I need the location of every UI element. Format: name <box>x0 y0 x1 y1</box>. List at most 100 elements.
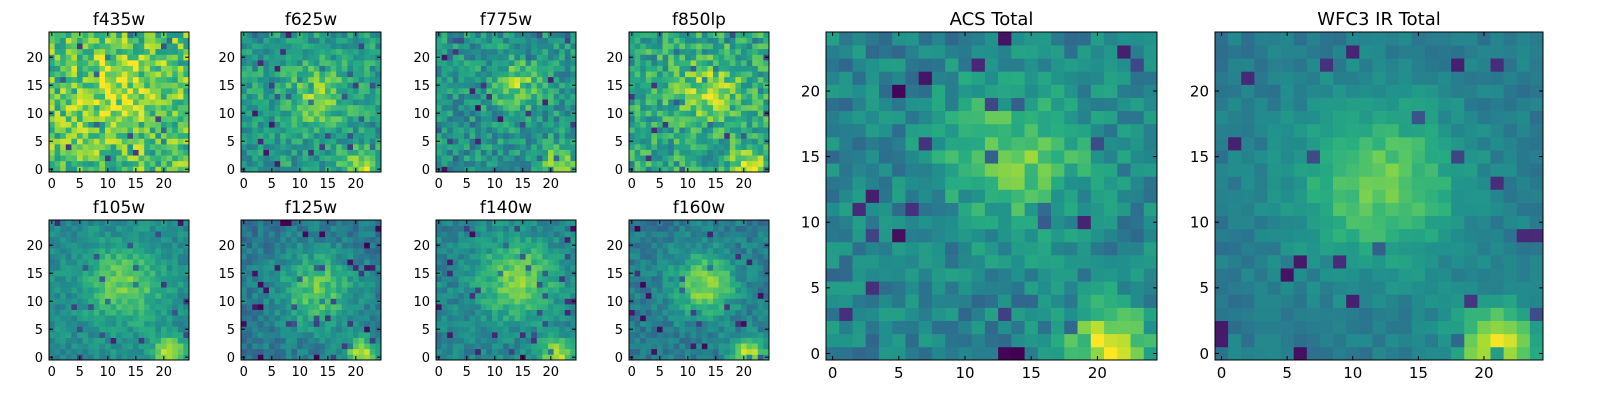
heatmap-cell <box>364 121 371 128</box>
heatmap-cell <box>634 326 641 333</box>
heatmap-cell <box>308 270 315 277</box>
heatmap-cell <box>548 76 554 83</box>
heatmap-cell <box>464 138 470 145</box>
heatmap-cell <box>121 343 128 350</box>
heatmap-cell <box>291 88 298 94</box>
heatmap-cell <box>718 60 725 66</box>
heatmap-cell <box>640 82 647 89</box>
heatmap-cell <box>685 132 691 139</box>
x-tick-label: 10 <box>292 365 309 380</box>
heatmap-cell <box>525 116 532 122</box>
heatmap-cell <box>724 43 731 50</box>
heatmap-cell <box>480 99 487 106</box>
heatmap-cell <box>49 287 55 294</box>
heatmap-cell <box>668 343 675 350</box>
heatmap-cell <box>347 54 354 61</box>
heatmap-cell <box>469 65 476 72</box>
heatmap-cell <box>49 93 55 100</box>
heatmap-cell <box>520 236 526 243</box>
heatmap-cell <box>480 60 487 66</box>
heatmap-cell <box>65 160 72 167</box>
heatmap-cell <box>121 82 128 89</box>
heatmap-cell <box>662 292 669 299</box>
heatmap-cell <box>161 253 167 260</box>
heatmap-cell <box>707 149 714 156</box>
heatmap-cell <box>353 76 359 83</box>
heatmap-cell <box>525 337 532 344</box>
heatmap-cell <box>525 32 532 38</box>
heatmap-cell <box>319 88 326 94</box>
heatmap-cell <box>746 281 753 288</box>
heatmap-cell <box>246 354 253 361</box>
heatmap-cell <box>634 37 641 44</box>
heatmap-cell <box>645 132 652 139</box>
heatmap-cell <box>564 110 571 117</box>
heatmap-cell <box>330 292 337 299</box>
heatmap-cell <box>353 144 359 150</box>
heatmap-cell <box>241 259 247 266</box>
heatmap-cell <box>161 76 167 83</box>
heatmap-cell <box>458 231 465 238</box>
heatmap-cell <box>93 276 100 282</box>
heatmap-cell <box>177 144 184 150</box>
heatmap-cell <box>564 287 571 294</box>
heatmap-cell <box>668 304 675 310</box>
heatmap-cell <box>82 264 89 271</box>
heatmap-cell <box>480 93 487 100</box>
heatmap-cell <box>452 292 459 299</box>
heatmap-cell <box>447 354 454 361</box>
heatmap-cell <box>634 348 641 355</box>
heatmap-cell <box>263 287 270 294</box>
heatmap-cell <box>257 144 264 150</box>
heatmap-cell <box>161 121 167 128</box>
heatmap-cell <box>341 54 348 61</box>
heatmap-cell <box>177 315 184 322</box>
heatmap-cell <box>447 65 454 72</box>
heatmap-cell <box>685 110 691 117</box>
heatmap-cell <box>241 65 247 72</box>
heatmap-cell <box>330 309 337 316</box>
heatmap-cell <box>531 253 538 260</box>
heatmap-cell <box>127 298 134 305</box>
heatmap-cell <box>718 127 725 134</box>
heatmap-cell <box>99 354 106 361</box>
heatmap-cell <box>155 270 162 277</box>
heatmap-cell <box>559 132 566 139</box>
heatmap-cell <box>166 160 173 167</box>
heatmap-cell <box>60 138 67 145</box>
heatmap-cell <box>93 337 100 344</box>
heatmap-cell <box>514 71 521 78</box>
heatmap-cell <box>651 65 658 72</box>
heatmap-cell <box>464 264 470 271</box>
heatmap-cell <box>651 93 658 100</box>
heatmap-cell <box>319 270 326 277</box>
heatmap-cell <box>291 144 298 150</box>
heatmap-cell <box>570 264 577 271</box>
heatmap-cell <box>570 93 577 100</box>
heatmap-cell <box>503 264 510 271</box>
heatmap-cell <box>464 37 470 44</box>
heatmap-cell <box>149 166 156 173</box>
heatmap-cell <box>375 253 382 260</box>
heatmap-cell <box>54 116 61 122</box>
heatmap-cell <box>144 99 151 106</box>
heatmap-cell <box>330 276 337 282</box>
heatmap-cell <box>77 160 83 167</box>
heatmap-cell <box>49 348 55 355</box>
heatmap-cell <box>60 326 67 333</box>
heatmap-cell <box>82 43 89 50</box>
heatmap-cell <box>469 104 476 111</box>
heatmap-cell <box>358 225 365 232</box>
heatmap-cell <box>553 298 560 305</box>
heatmap-cell <box>60 60 67 66</box>
heatmap-cell <box>121 248 128 254</box>
heatmap-cell <box>645 82 652 89</box>
heatmap-cell <box>668 309 675 316</box>
heatmap-cell <box>358 242 365 249</box>
y-tick-label: 0 <box>35 163 43 178</box>
heatmap-cell <box>548 132 554 139</box>
heatmap-cell <box>280 276 287 282</box>
heatmap-cell <box>640 48 647 55</box>
heatmap-cell <box>60 132 67 139</box>
